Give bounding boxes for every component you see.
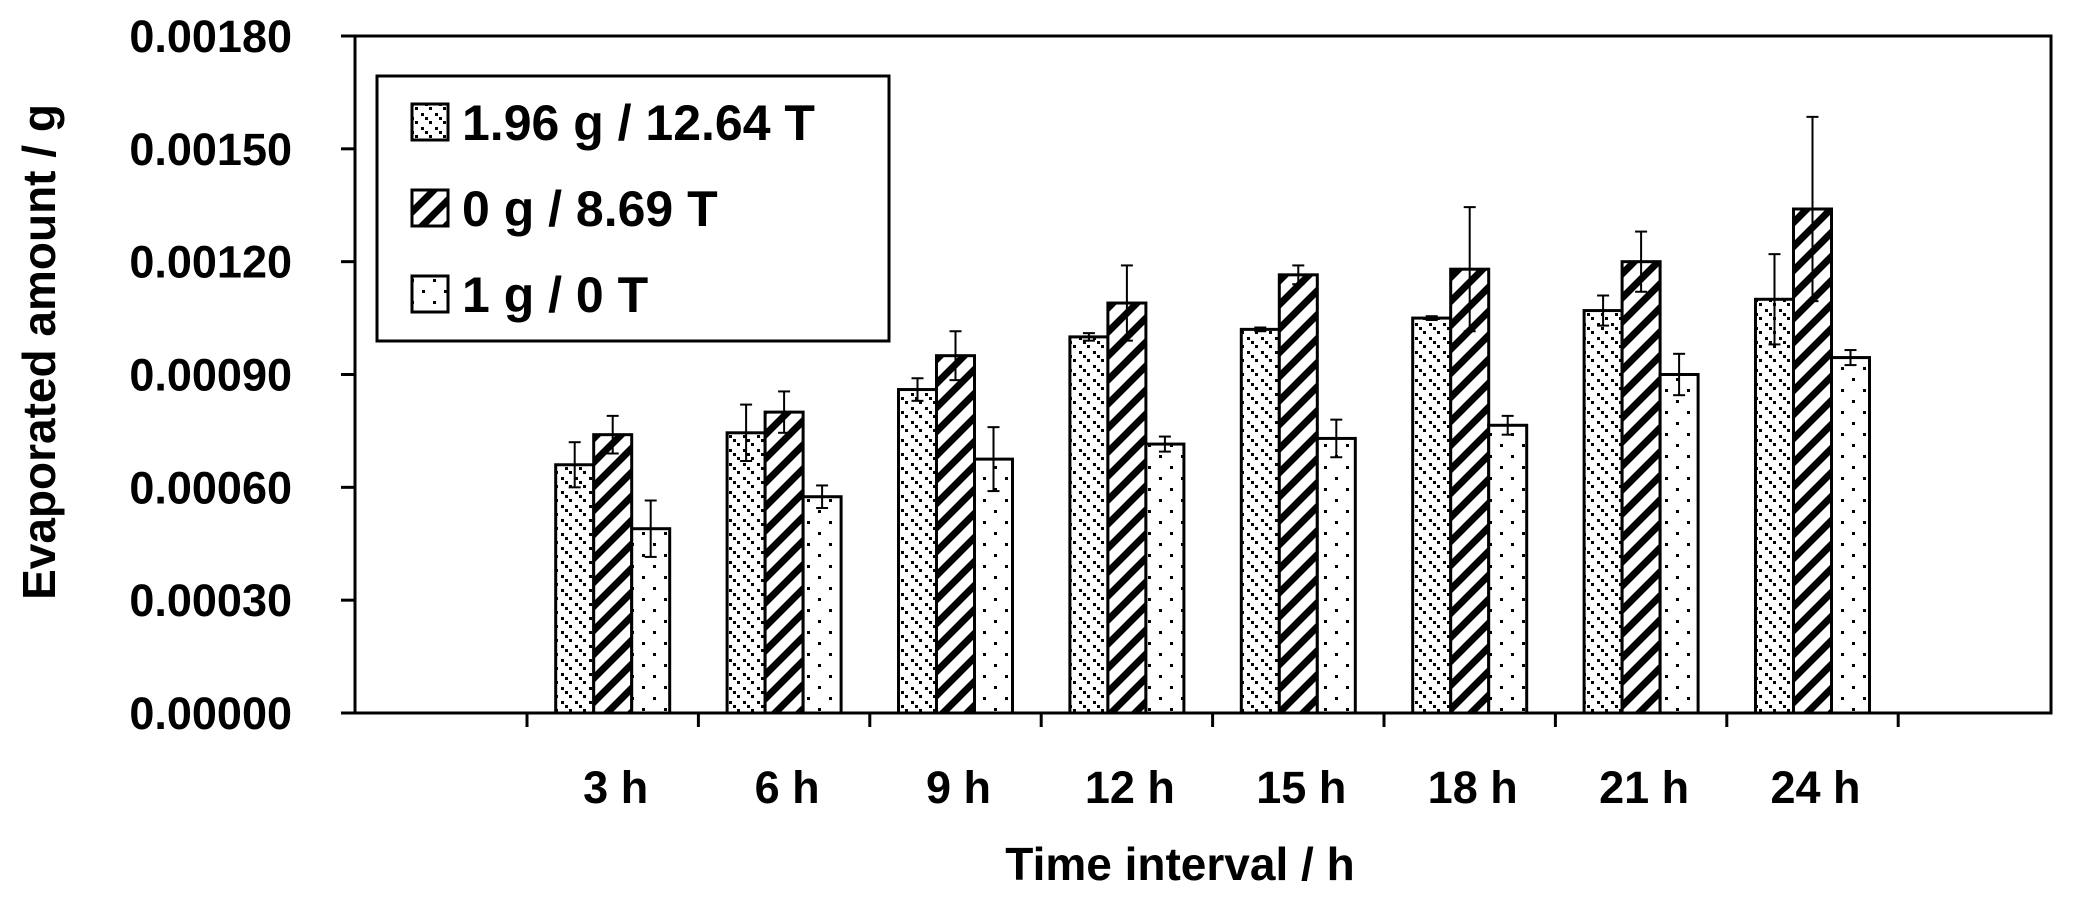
legend-label: 1.96 g / 12.64 T [462, 95, 815, 151]
bar-2 [801, 495, 843, 715]
legend-swatch [410, 274, 450, 314]
bar-1 [763, 410, 805, 715]
bar-1 [1449, 267, 1491, 715]
bar-0 [1754, 297, 1795, 715]
x-axis: 3 h 6 h 9 h 12 h 15 h 18 h 21 h 24 h [525, 713, 1900, 813]
y-tick-label: 0.00120 [129, 237, 292, 288]
bar-0 [1582, 309, 1624, 715]
bar-1 [1620, 260, 1662, 715]
x-tick-label: 6 h [755, 762, 820, 813]
bar-0 [554, 463, 596, 715]
bar-1 [935, 354, 976, 715]
legend: 1.96 g / 12.64 T 0 g / 8.69 T 1 g / 0 T [375, 74, 891, 343]
bar-1 [1106, 301, 1148, 715]
x-axis-title: Time interval / h [1005, 838, 1354, 890]
y-tick-label: 0.00030 [129, 575, 292, 626]
bar-2 [1144, 442, 1186, 715]
legend-swatch [410, 188, 450, 228]
y-tick-label: 0.00060 [129, 462, 292, 513]
y-axis-title: Evaporated amount / g [13, 104, 65, 600]
bar-2 [1658, 373, 1700, 715]
x-tick-label: 21 h [1599, 762, 1689, 813]
x-tick-label: 24 h [1770, 762, 1860, 813]
y-tick-label: 0.00180 [129, 11, 292, 62]
bar-0 [1411, 316, 1453, 715]
y-axis: 0.00000 0.00030 0.00060 0.00090 0.00120 0.001… [129, 11, 355, 739]
bar-2 [630, 527, 672, 715]
x-tick-label: 9 h [926, 762, 991, 813]
legend-box [375, 74, 891, 343]
bar-2 [973, 457, 1014, 715]
legend-swatch [410, 102, 450, 142]
y-tick-label: 0.00090 [129, 350, 292, 401]
bar-2 [1315, 436, 1357, 715]
x-tick-label: 18 h [1428, 762, 1518, 813]
x-tick-label: 3 h [583, 762, 648, 813]
bars [554, 115, 1871, 715]
legend-label: 0 g / 8.69 T [462, 181, 718, 237]
legend-label: 1 g / 0 T [462, 267, 648, 323]
bar-0 [1239, 327, 1281, 715]
bar-0 [1068, 335, 1110, 715]
bar-1 [1277, 273, 1319, 715]
x-tick-label: 15 h [1256, 762, 1346, 813]
y-tick-label: 0.00150 [129, 124, 292, 175]
bar-0 [897, 388, 938, 715]
bar-2 [1830, 356, 1871, 715]
y-tick-label: 0.00000 [129, 688, 292, 739]
bar-1 [592, 433, 634, 715]
bar-2 [1487, 423, 1529, 715]
x-tick-label: 12 h [1085, 762, 1175, 813]
bar-0 [725, 431, 767, 715]
